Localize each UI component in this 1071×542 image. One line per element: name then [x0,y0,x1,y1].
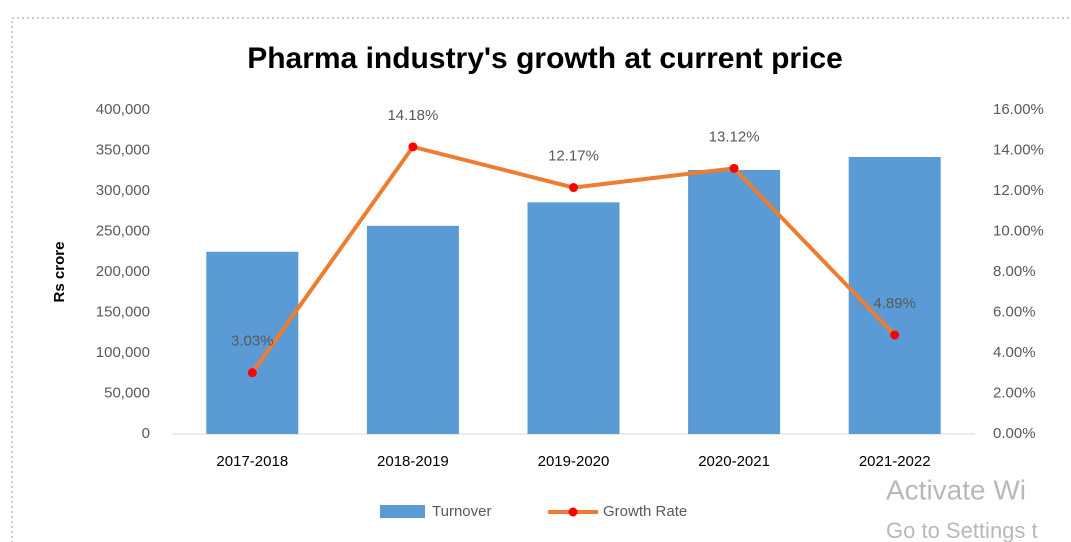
y-axis-title: Rs crore [51,242,68,303]
y2-tick-label: 8.00% [993,263,1036,280]
x-tick-label: 2019-2020 [538,453,610,470]
point [247,368,257,378]
y-tick-label: 350,000 [96,141,150,158]
data-label: 14.18% [387,107,438,124]
legend-swatch [568,507,578,517]
chart-title: Pharma industry's growth at current pric… [247,42,843,75]
y2-tick-label: 6.00% [993,303,1036,320]
y2-tick-label: 4.00% [993,344,1036,361]
y-tick-label: 100,000 [96,344,150,361]
y-tick-label: 0 [142,425,150,442]
data-label: 4.89% [873,295,916,312]
x-tick-label: 2017-2018 [216,453,288,470]
bar [688,169,781,434]
x-tick-label: 2021-2022 [859,453,931,470]
point [729,163,739,173]
y2-tick-label: 16.00% [993,101,1044,118]
x-tick-label: 2020-2021 [698,453,770,470]
legend-label: Turnover [432,503,491,520]
watermark: Activate Wi [886,474,1026,505]
legend-label: Growth Rate [603,503,687,520]
bar [206,251,299,434]
bar [848,156,941,435]
y-tick-label: 200,000 [96,263,150,280]
point [408,142,418,152]
y-tick-label: 300,000 [96,182,150,199]
legend-swatch [380,505,425,518]
y2-tick-label: 10.00% [993,222,1044,239]
data-label: 13.12% [709,128,760,145]
y-tick-label: 50,000 [104,384,150,401]
y-tick-label: 400,000 [96,101,150,118]
y-tick-label: 250,000 [96,222,150,239]
data-label: 12.17% [548,148,599,165]
y2-tick-label: 12.00% [993,182,1044,199]
y2-tick-label: 0.00% [993,425,1036,442]
x-tick-label: 2018-2019 [377,453,449,470]
y2-tick-label: 2.00% [993,384,1036,401]
chart-border [11,17,1071,542]
bar [527,202,620,434]
y-tick-label: 150,000 [96,303,150,320]
point [569,183,578,193]
bar [366,225,459,434]
y2-tick-label: 14.00% [993,141,1044,158]
data-label: 3.03% [231,333,274,350]
point [890,330,900,340]
watermark: Go to Settings t [886,518,1038,542]
